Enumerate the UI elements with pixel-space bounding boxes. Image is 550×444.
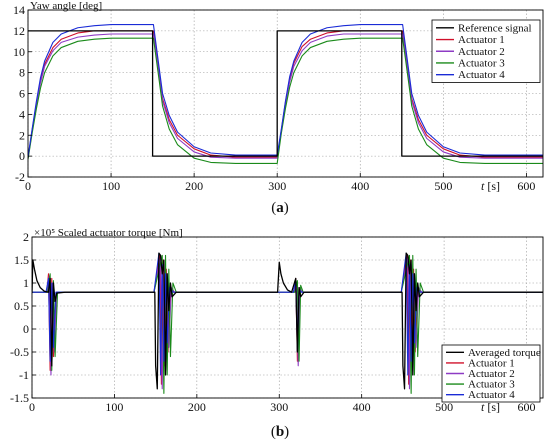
- legend-entry: Actuator 4: [468, 389, 515, 401]
- series-group: [32, 252, 543, 394]
- x-tick-label: 500: [434, 179, 452, 193]
- x-axis-label-unit: [s]: [487, 179, 500, 193]
- x-tick-label: 0: [29, 400, 35, 414]
- y-axis-multiplier: ×10⁵: [34, 227, 58, 239]
- y-tick-label: 2: [19, 128, 25, 142]
- series-group: [28, 24, 543, 164]
- legend-entry: Averaged torque: [468, 347, 541, 359]
- y-axis-label-text: Scaled actuator torque [Nm]: [58, 227, 183, 239]
- plot-frame: [31, 236, 544, 399]
- x-axis-label: t [s]: [481, 179, 500, 193]
- y-tick-label: -1: [19, 368, 29, 382]
- legend-entry: Actuator 1: [468, 357, 515, 369]
- y-tick-label: 8: [19, 66, 25, 80]
- legend-entry: Actuator 1: [458, 34, 505, 46]
- subfigure-paren-close: ): [284, 424, 289, 440]
- x-axis-label-unit: [s]: [487, 400, 500, 414]
- y-tick-label: 1: [23, 276, 29, 290]
- y-tick-label: 6: [19, 87, 25, 101]
- y-tick-label: 1.5: [14, 253, 29, 267]
- x-tick-label: 500: [435, 400, 453, 414]
- y-tick-label: 14: [13, 3, 25, 17]
- y-tick-label: 2: [23, 230, 29, 244]
- y-axis-label: Yaw angle [deg]: [30, 0, 102, 12]
- x-tick-label: 200: [185, 179, 203, 193]
- y-axis-label-text: Yaw angle [deg]: [30, 0, 102, 12]
- series-line-actuator-3: [28, 37, 543, 164]
- subfigure-label: (b): [271, 424, 289, 440]
- x-tick-label: 400: [351, 179, 369, 193]
- x-tick-label: 0: [25, 179, 31, 193]
- subfigure-paren-open: (: [271, 424, 276, 440]
- legend-entry: Actuator 3: [468, 379, 515, 391]
- legend-entry: Reference signal: [458, 22, 532, 34]
- y-tick-label: -0.5: [10, 345, 29, 359]
- x-tick-label: 100: [102, 179, 120, 193]
- subfigure-letter: a: [276, 200, 284, 216]
- x-tick-label: 600: [517, 179, 535, 193]
- series-line-actuator-2: [28, 33, 543, 159]
- subfigure-label: (a): [271, 200, 289, 216]
- subfigure-paren-open: (: [271, 200, 276, 216]
- legend-entry: Actuator 3: [458, 57, 505, 69]
- y-axis-label: ×10⁵ Scaled actuator torque [Nm]: [34, 227, 183, 239]
- x-axis-label-var: t: [481, 179, 487, 193]
- x-tick-label: 100: [105, 400, 123, 414]
- y-tick-label: -1.5: [10, 391, 29, 405]
- y-tick-label: 12: [13, 24, 25, 38]
- x-tick-label: 300: [268, 179, 286, 193]
- y-tick-label: 0: [19, 149, 25, 163]
- legend-entry: Actuator 2: [458, 46, 505, 58]
- chart-b: 0 100 200 300 400 500 600 -1.5 -1 -0.5 0 0.5 1 1.5 2 ×1…: [10, 227, 544, 440]
- legend-entry: Actuator 4: [458, 69, 505, 81]
- x-axis-label: t [s]: [481, 400, 500, 414]
- series-line-averaged-torque: [32, 252, 543, 390]
- legend-entry: Actuator 2: [468, 368, 515, 380]
- x-tick-label: 400: [353, 400, 371, 414]
- x-tick-label: 300: [270, 400, 288, 414]
- x-tick-label: 200: [188, 400, 206, 414]
- x-tick-label: 600: [518, 400, 536, 414]
- subfigure-letter: b: [276, 424, 284, 440]
- series-line-reference-signal: [28, 30, 543, 157]
- y-tick-label: 0.5: [14, 299, 29, 313]
- y-tick-label: 10: [13, 45, 25, 59]
- y-tick-label: -2: [15, 170, 25, 184]
- x-axis-label-var: t: [481, 400, 487, 414]
- subfigure-paren-close: ): [284, 200, 289, 216]
- y-tick-label: 0: [23, 322, 29, 336]
- y-tick-label: 4: [19, 107, 25, 121]
